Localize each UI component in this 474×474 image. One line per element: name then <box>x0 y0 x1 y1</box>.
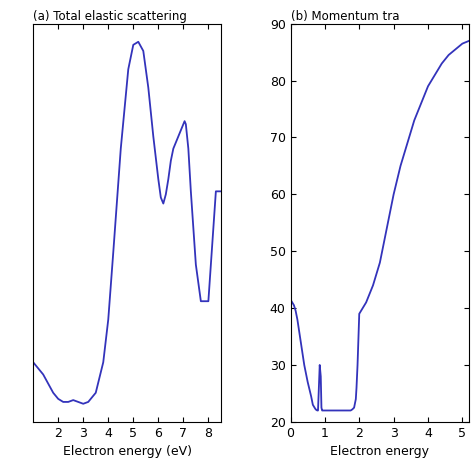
X-axis label: Electron energy (eV): Electron energy (eV) <box>63 445 191 458</box>
Text: (b) Momentum tra: (b) Momentum tra <box>291 9 399 23</box>
Text: (a) Total elastic scattering: (a) Total elastic scattering <box>33 9 187 23</box>
X-axis label: Electron energy: Electron energy <box>330 445 429 458</box>
